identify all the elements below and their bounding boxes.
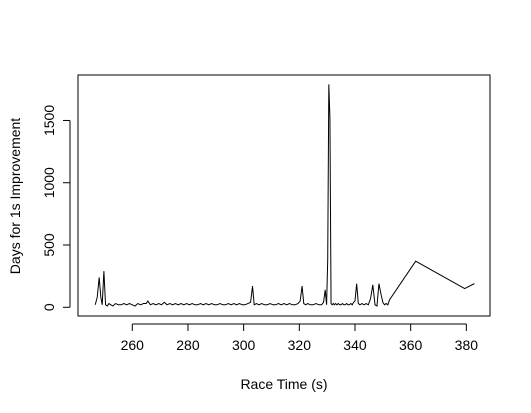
plot-area — [94, 84, 475, 307]
y-tick-label: 1500 — [41, 105, 57, 136]
x-tick-label: 320 — [288, 337, 312, 353]
series-line — [94, 84, 475, 307]
x-tick-label: 380 — [455, 337, 479, 353]
x-tick-label: 260 — [121, 337, 145, 353]
x-tick-label: 280 — [176, 337, 200, 353]
y-tick-label: 0 — [41, 303, 57, 311]
x-tick-label: 300 — [232, 337, 256, 353]
x-tick-label: 360 — [399, 337, 423, 353]
y-axis-title: Days for 1s Improvement — [7, 118, 23, 274]
y-axis: 0 500 1000 1500 — [41, 105, 71, 311]
y-tick-label: 500 — [41, 233, 57, 257]
x-tick-label: 340 — [343, 337, 367, 353]
y-tick-label: 1000 — [41, 167, 57, 198]
plot-frame — [77, 74, 491, 317]
x-axis: 260 280 300 320 340 360 380 — [121, 323, 479, 353]
x-axis-title: Race Time (s) — [240, 376, 327, 392]
